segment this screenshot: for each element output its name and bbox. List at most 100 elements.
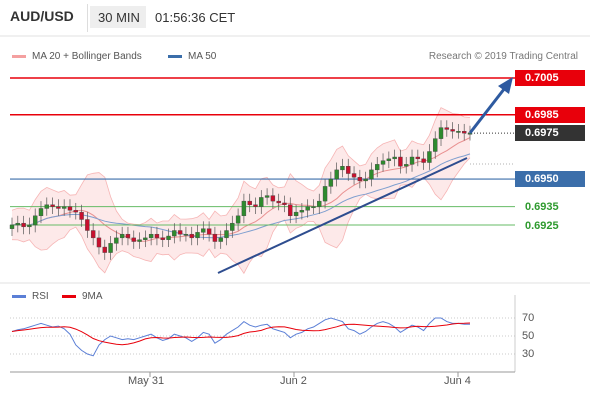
- candle-body-47: [282, 202, 287, 205]
- rsi-ma-swatch: [62, 294, 76, 298]
- legend-ma50: MA 50: [168, 51, 216, 62]
- x-label-2: Jun 4: [444, 375, 471, 387]
- candle-body-25: [154, 233, 160, 239]
- candle-body-11: [73, 210, 78, 213]
- candle-body-44: [264, 195, 270, 198]
- candle-body-6: [44, 204, 49, 209]
- candle-body-71: [421, 158, 426, 163]
- candle-body-56: [334, 169, 339, 180]
- level-label-5: 0.6925: [525, 220, 559, 232]
- candle-body-27: [166, 235, 171, 240]
- candle-body-68: [404, 164, 409, 167]
- x-label-0: May 31: [128, 375, 165, 387]
- candle-body-45: [270, 195, 276, 202]
- candle-body-17: [108, 243, 113, 253]
- candle-body-20: [125, 233, 131, 239]
- candle-body-64: [380, 160, 386, 165]
- timeframe-label[interactable]: 30 MIN: [98, 10, 140, 25]
- candle-body-9: [61, 206, 67, 209]
- projection-arrow-shaft: [468, 83, 510, 134]
- candle-body-16: [102, 246, 107, 253]
- candle-body-50: [299, 210, 305, 213]
- candle-body-74: [438, 127, 444, 139]
- candle-body-37: [224, 230, 229, 239]
- candle-body-73: [433, 138, 438, 152]
- legend-rsi: RSI: [12, 291, 49, 302]
- candle-body-21: [131, 237, 136, 242]
- legend-rsi-label: RSI: [32, 291, 49, 302]
- candle-body-40: [241, 200, 247, 217]
- candle-body-19: [119, 233, 125, 239]
- candle-body-13: [85, 219, 90, 231]
- candle-body-4: [32, 215, 38, 226]
- candle-body-33: [201, 228, 206, 233]
- candle-body-60: [357, 177, 363, 182]
- candle-body-76: [450, 129, 455, 132]
- candle-body-30: [183, 233, 189, 236]
- candle-body-23: [143, 237, 148, 240]
- candle-body-2: [21, 222, 26, 228]
- timestamp: 01:56:36 CET: [155, 10, 236, 25]
- level-label-4: 0.6935: [525, 201, 559, 213]
- bollinger-lower: [11, 157, 471, 275]
- candle-body-48: [288, 204, 293, 217]
- candle-body-75: [444, 127, 450, 130]
- candle-body-28: [172, 230, 177, 237]
- rsi-tick-30: 30: [522, 348, 535, 360]
- ma20-line: [11, 137, 471, 242]
- candle-body-7: [50, 204, 55, 207]
- timeframe-selector[interactable]: [90, 6, 146, 28]
- candle-body-55: [328, 178, 334, 187]
- candle-body-66: [392, 156, 397, 160]
- candle-body-42: [253, 204, 258, 207]
- candle-body-8: [56, 206, 61, 209]
- candle-body-67: [398, 156, 403, 167]
- candle-body-38: [230, 222, 235, 231]
- candle-body-62: [369, 169, 374, 180]
- candle-body-51: [305, 206, 310, 211]
- research-credit: Research © 2019 Trading Central: [428, 51, 578, 62]
- projection-arrow-head: [498, 77, 513, 94]
- candle-body-29: [177, 230, 183, 235]
- candle-body-35: [212, 233, 218, 242]
- legend-bollinger-label: MA 20 + Bollinger Bands: [32, 51, 142, 62]
- candle-body-57: [340, 165, 345, 171]
- candle-body-39: [235, 215, 241, 224]
- candle-body-52: [311, 206, 316, 209]
- rsi-ma-line: [11, 322, 471, 346]
- level-label-0: 0.7005: [515, 70, 585, 86]
- candle-body-0: [9, 224, 15, 229]
- candle-body-70: [415, 156, 421, 160]
- ma50-swatch: [168, 54, 182, 58]
- candle-body-32: [195, 232, 200, 239]
- level-label-2: 0.6975: [515, 125, 585, 141]
- bollinger-upper: [11, 107, 471, 226]
- rsi-line: [11, 317, 470, 357]
- rsi-tick-70: 70: [522, 312, 535, 324]
- candle-body-10: [67, 206, 73, 211]
- candle-body-63: [375, 164, 380, 171]
- candle-body-72: [427, 151, 432, 163]
- header-divider: [87, 4, 88, 32]
- candle-body-54: [322, 186, 328, 202]
- candle-body-79: [467, 132, 473, 135]
- candle-body-43: [259, 197, 264, 207]
- legend-bollinger: MA 20 + Bollinger Bands: [12, 51, 142, 62]
- candle-body-77: [456, 131, 461, 133]
- candle-body-15: [96, 237, 102, 248]
- rsi-swatch: [12, 294, 26, 298]
- ma50-line: [11, 153, 471, 239]
- bollinger-swatch: [12, 54, 26, 58]
- chart-header: AUD/USD 30 MIN 01:56:36 CET: [0, 0, 590, 36]
- candle-body-22: [137, 239, 142, 242]
- candle-body-58: [346, 165, 351, 174]
- candle-body-31: [189, 233, 194, 239]
- candle-body-46: [276, 200, 281, 204]
- level-label-1: 0.6985: [515, 107, 585, 123]
- candle-body-59: [351, 173, 357, 178]
- trendline: [217, 157, 468, 274]
- candle-body-26: [160, 237, 165, 240]
- rsi-tick-50: 50: [522, 330, 535, 342]
- candle-body-14: [90, 230, 96, 239]
